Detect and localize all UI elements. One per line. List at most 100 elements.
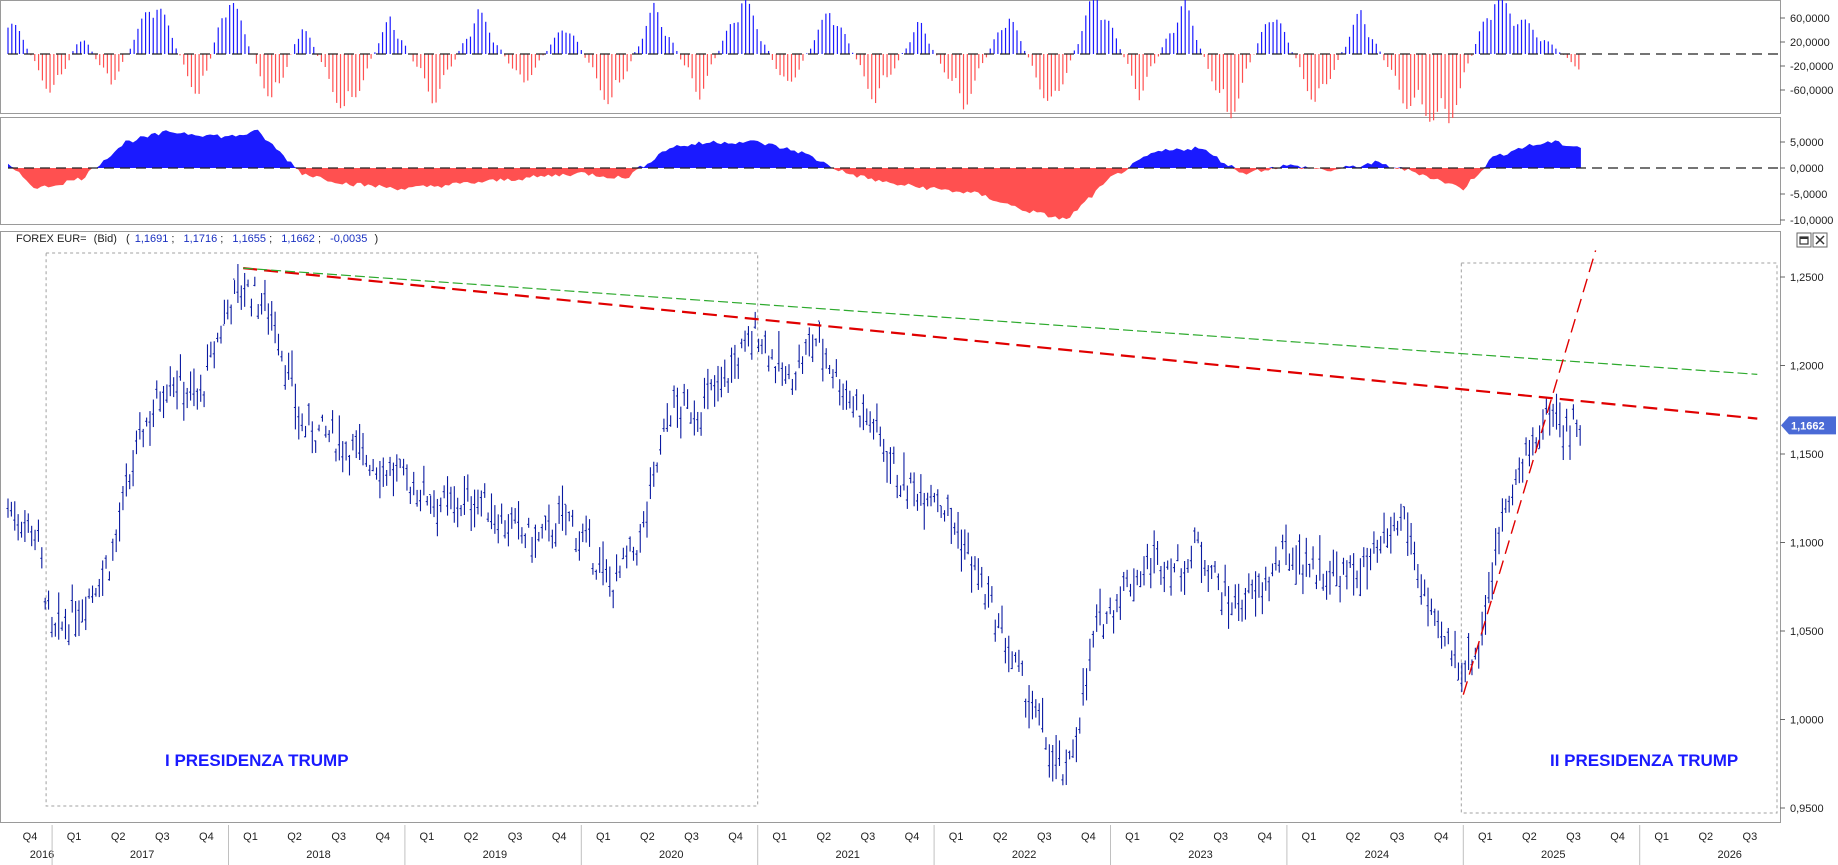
quarter-tick-label: Q3 [508,831,523,843]
instrument-name: FOREX EUR= [16,233,87,245]
quarter-tick-label: Q2 [640,831,655,843]
open-value: 1,1691 [135,233,169,245]
oscillator1-tick-label: -60,0000 [1790,85,1833,97]
quarter-tick-label: Q2 [287,831,302,843]
oscillator2-panel-frame [0,117,1781,225]
price-tick-label: 1,2000 [1790,361,1824,373]
second-presidency-label: II PRESIDENZA TRUMP [1550,751,1738,770]
quarter-tick-label: Q1 [1125,831,1140,843]
oscillator2-tick-label: 0,0000 [1790,163,1824,175]
quarter-tick-label: Q2 [816,831,831,843]
oscillator2-negative-area [8,168,1581,220]
quarter-tick-label: Q2 [1169,831,1184,843]
high-value: 1,1716 [184,233,218,245]
price-tick-label: 1,0000 [1790,715,1824,727]
year-tick-label: 2025 [1541,849,1565,861]
first-presidency-box [45,252,759,807]
price-tick-label: 0,9500 [1790,803,1824,815]
year-tick-label: 2021 [835,849,859,861]
quarter-tick-label: Q4 [1081,831,1096,843]
price-tick-label: 1,1000 [1790,538,1824,550]
year-tick-label: 2024 [1365,849,1389,861]
panel-frames [0,0,1781,823]
oscillator1-tick-label: -20,0000 [1790,61,1833,73]
price-tick-label: 1,2500 [1790,272,1824,284]
quarter-tick-label: Q3 [684,831,699,843]
oscillator1-tick-label: 60,0000 [1790,13,1830,25]
quarter-tick-label: Q4 [1257,831,1272,843]
change-value: -0,0035 [330,233,367,245]
oscillator2-tick-label: -5,0000 [1790,189,1827,201]
quarter-tick-label: Q1 [243,831,258,843]
quarter-tick-label: Q2 [993,831,1008,843]
restore-button[interactable] [1796,232,1812,248]
close-icon [1815,235,1825,245]
quarter-tick-label: Q1 [420,831,435,843]
year-tick-label: 2022 [1012,849,1036,861]
quarter-tick-label: Q2 [111,831,126,843]
quarter-tick-label: Q4 [552,831,567,843]
close-button[interactable] [1812,232,1828,248]
oscillator2-panel [8,129,1581,220]
year-tick-label: 2026 [1717,849,1741,861]
first-presidency-label: I PRESIDENZA TRUMP [165,751,349,770]
quarter-tick-label: Q1 [1654,831,1669,843]
quarter-tick-label: Q1 [1478,831,1493,843]
quarter-tick-label: Q2 [1522,831,1537,843]
quarter-tick-label: Q4 [1434,831,1449,843]
quarter-tick-label: Q3 [1037,831,1052,843]
quarter-tick-label: Q3 [155,831,170,843]
year-tick-label: 2019 [483,849,507,861]
year-tick-label: 2020 [659,849,683,861]
year-tick-label: 2023 [1188,849,1212,861]
close-value: 1,1662 [281,233,315,245]
price-type: (Bid) [94,233,117,245]
quarter-tick-label: Q1 [949,831,964,843]
oscillator2-tick-label: 5,0000 [1790,137,1824,149]
trendline-support [1462,250,1597,695]
price-axis: 1,2500 1,2000 1,1500 1,1000 1,0500 1,0000 0,95… [1780,272,1824,815]
quarter-tick-label: Q3 [1390,831,1405,843]
oscillator1-panel [7,0,1580,124]
oscillator1-panel-frame [0,0,1781,114]
quarter-tick-label: Q4 [199,831,214,843]
quarter-tick-label: Q3 [331,831,346,843]
price-series [6,264,1581,786]
quarter-tick-label: Q4 [728,831,743,843]
quarter-tick-label: Q2 [464,831,479,843]
quarter-tick-label: Q1 [772,831,787,843]
quarter-tick-label: Q3 [1213,831,1228,843]
last-price-text: 1,1662 [1791,420,1825,432]
oscillator1-tick-label: 20,0000 [1790,37,1830,49]
price-panel-frame [0,231,1781,823]
price-tick-label: 1,0500 [1790,626,1824,638]
last-price-label: 1,1662 [1781,416,1836,435]
quarter-tick-label: Q1 [1302,831,1317,843]
chart-legend: FOREX EUR= (Bid) ( 1,1691 ; 1,1716 ; 1,1… [16,233,378,245]
time-axis: Q4 Q1 Q2 Q3 Q4 Q1 Q2 Q3 Q4 Q1 Q2 Q3 Q4 Q1 Q2 Q3 Q4 Q1 Q2 Q3… [23,825,1758,865]
year-tick-label: 2016 [30,849,54,861]
oscillator2-ticks: 5,0000 0,0000 -5,0000 -10,0000 [1780,137,1833,227]
trendline-resistance [243,267,1758,375]
quarter-tick-label: Q2 [1346,831,1361,843]
quarter-tick-label: Q1 [67,831,82,843]
trendline-resistance [243,267,1758,420]
quarter-tick-label: Q3 [861,831,876,843]
quarter-tick-label: Q4 [905,831,920,843]
year-tick-label: 2017 [130,849,154,861]
trendlines [243,250,1758,695]
oscillator1-ticks: 60,0000 20,0000 -20,0000 -60,0000 [1780,13,1833,97]
quarter-tick-label: Q3 [1743,831,1758,843]
price-tick-label: 1,1500 [1790,449,1824,461]
oscillator2-positive-area [8,129,1581,168]
year-tick-label: 2018 [306,849,330,861]
quarter-tick-label: Q4 [1610,831,1625,843]
second-presidency-box [1460,262,1778,814]
low-value: 1,1655 [232,233,266,245]
quarter-tick-label: Q2 [1698,831,1713,843]
quarter-tick-label: Q1 [596,831,611,843]
quarter-tick-label: Q4 [375,831,390,843]
quarter-tick-label: Q4 [23,831,38,843]
oscillator2-tick-label: -10,0000 [1790,215,1833,227]
